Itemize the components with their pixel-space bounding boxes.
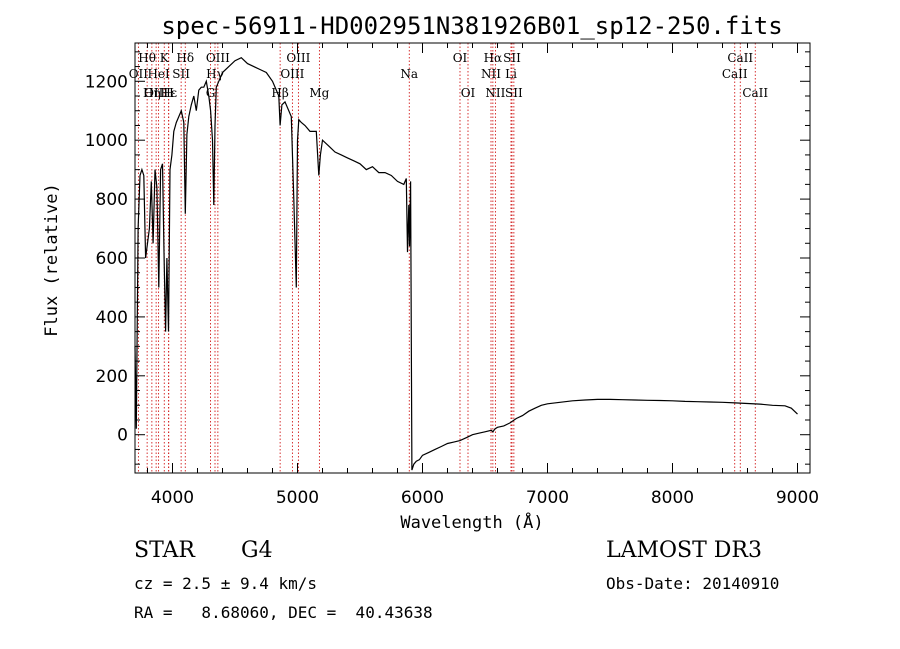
marker-label: CaII: [727, 51, 753, 65]
y-tick-label: 1200: [85, 72, 128, 92]
x-tick-label: 9000: [776, 488, 819, 508]
marker-label: CaII: [722, 67, 748, 81]
marker-label: HeI: [147, 67, 170, 81]
marker-label: NII: [485, 86, 505, 100]
x-tick-label: 7000: [526, 488, 569, 508]
marker-label: SII: [503, 51, 521, 65]
survey-name: LAMOST DR3: [606, 538, 762, 563]
y-tick-label: 800: [96, 190, 128, 210]
plot-frame: [134, 42, 811, 474]
marker-label: OIII: [206, 51, 230, 65]
marker-label: Hα: [484, 51, 503, 65]
x-tick-label: 8000: [651, 488, 694, 508]
marker-label: K: [160, 51, 170, 65]
marker-label: H: [163, 86, 173, 100]
marker-label: SII: [505, 86, 523, 100]
y-axis-ticks: 0 200 400 600 800 1000 1200: [85, 51, 810, 465]
marker-label: Hγ: [206, 67, 224, 81]
marker-label: OIII: [144, 86, 168, 100]
marker-label: OIII: [280, 67, 304, 81]
chart-title: spec-56911-HD002951N381926B01_sp12-250.f…: [161, 12, 782, 40]
object-subclass: G4: [241, 538, 273, 563]
x-tick-label: 4000: [151, 488, 194, 508]
marker-label: NII: [481, 67, 501, 81]
marker-label: CaII: [742, 86, 768, 100]
marker-label: Hθ: [138, 51, 156, 65]
marker-label: Hβ: [271, 86, 288, 100]
marker-label: Na: [400, 67, 418, 81]
x-axis-label: Wavelength (Å): [400, 511, 543, 533]
obs-date: Obs-Date: 20140910: [606, 574, 780, 593]
spectral-line-markers: [137, 43, 756, 473]
marker-label: OI: [453, 51, 468, 65]
y-tick-label: 400: [96, 308, 128, 328]
y-tick-label: 600: [96, 249, 128, 269]
marker-label: OIII: [286, 51, 310, 65]
marker-label: Li: [505, 67, 517, 81]
spectrum-line: [134, 56, 798, 471]
marker-label: G: [206, 86, 216, 100]
x-axis-ticks: 4000 5000 6000 7000 8000 9000: [147, 43, 819, 508]
y-tick-label: 200: [96, 367, 128, 387]
object-class: STAR: [134, 538, 195, 563]
marker-label: OI: [461, 86, 476, 100]
marker-label: Mg: [309, 86, 329, 100]
marker-label: Hε: [160, 86, 177, 100]
coordinates: RA = 8.68060, DEC = 40.43638: [134, 603, 433, 622]
marker-label: Hη: [143, 86, 161, 100]
redshift-readout: cz = 2.5 ± 9.4 km/s: [134, 574, 318, 593]
x-tick-label: 5000: [276, 488, 319, 508]
marker-label: Hδ: [176, 51, 194, 65]
x-tick-label: 6000: [401, 488, 444, 508]
marker-label: OII: [129, 67, 149, 81]
y-tick-label: 1000: [85, 131, 128, 151]
y-tick-label: 0: [117, 426, 128, 446]
marker-label: SII: [172, 67, 190, 81]
y-axis-label: Flux (relative): [42, 183, 62, 337]
